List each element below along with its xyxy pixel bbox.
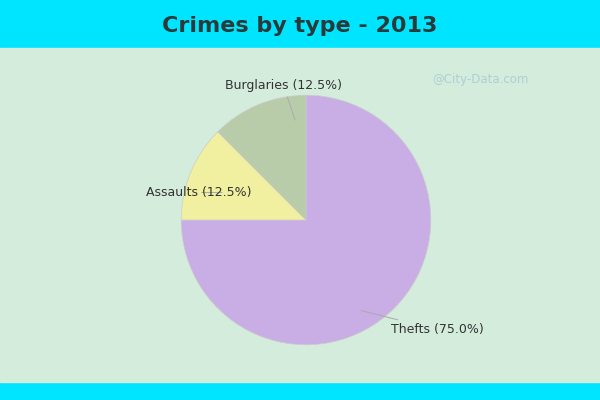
- Wedge shape: [218, 95, 306, 220]
- Text: Crimes by type - 2013: Crimes by type - 2013: [163, 16, 437, 36]
- Wedge shape: [181, 95, 431, 345]
- Bar: [0, 48, 600, 382]
- Wedge shape: [181, 132, 306, 220]
- Text: Thefts (75.0%): Thefts (75.0%): [361, 310, 484, 336]
- Bar: [0, 0, 600, 48]
- Text: @City-Data.com: @City-Data.com: [432, 74, 528, 86]
- Text: Burglaries (12.5%): Burglaries (12.5%): [225, 79, 342, 120]
- Bar: [0, 382, 600, 400]
- Text: Assaults (12.5%): Assaults (12.5%): [146, 186, 252, 199]
